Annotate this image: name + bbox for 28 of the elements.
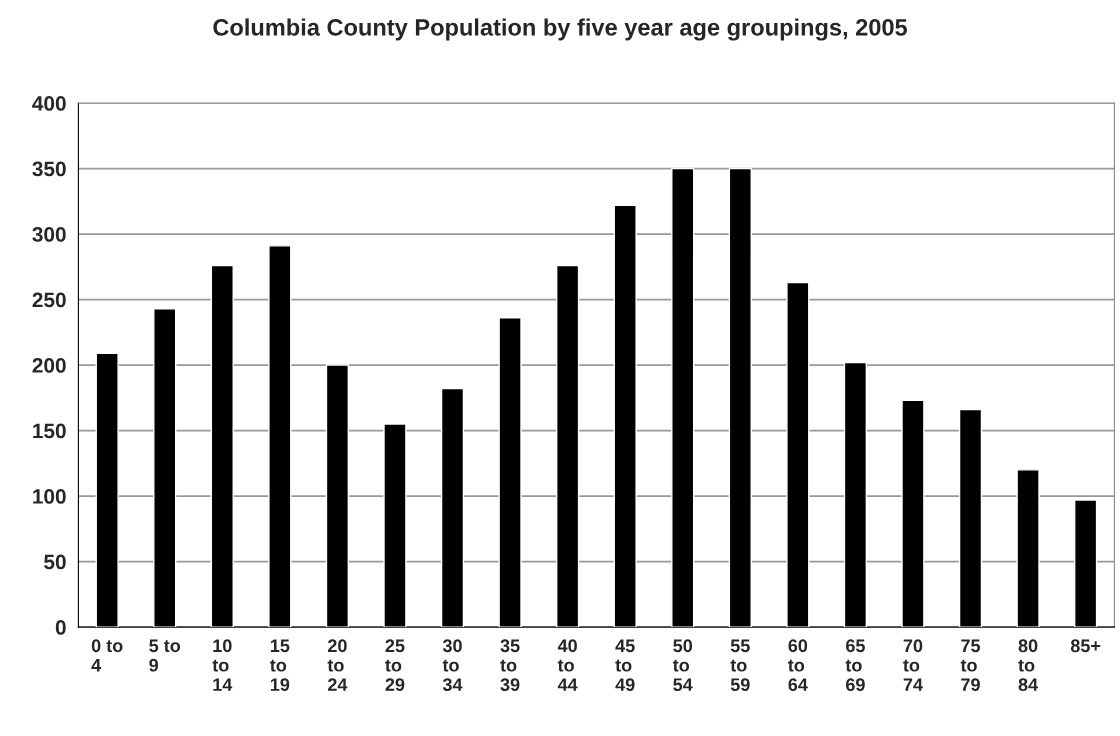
y-tick-label: 300 xyxy=(32,227,66,242)
x-tick-label: 30 to 34 xyxy=(442,639,463,692)
x-tick-label: 35 to 39 xyxy=(500,639,520,692)
x-tick-label: 40 to 44 xyxy=(557,639,578,691)
x-tick-label: 60 to 64 xyxy=(788,639,808,692)
x-tick-label: 75 to 79 xyxy=(960,639,981,692)
y-tick-label: 150 xyxy=(33,423,66,439)
x-tick-label: 50 to 54 xyxy=(672,639,693,692)
y-tick-label: 250 xyxy=(32,292,66,308)
x-tick-label: 15 to 19 xyxy=(270,639,290,692)
x-tick-label: 10 to 14 xyxy=(212,639,233,691)
x-tick-label: 20 to 24 xyxy=(327,639,348,691)
y-tick-label: 50 xyxy=(44,554,66,570)
x-tick-label: 85+ xyxy=(1070,639,1101,653)
y-tick-label: 200 xyxy=(32,358,66,373)
x-tick-label: 55 to 59 xyxy=(730,639,750,692)
y-tick-label: 100 xyxy=(33,489,66,504)
chart-title: Columbia County Population by five year age groupings, 2005 xyxy=(213,18,908,41)
x-tick-label: 80 to 84 xyxy=(1018,639,1039,692)
y-tick-label: 350 xyxy=(32,161,66,177)
y-tick-label: 400 xyxy=(32,96,66,111)
x-tick-label: 45 to 49 xyxy=(615,639,635,692)
x-tick-label: 65 to 69 xyxy=(845,639,865,692)
x-tick-label: 25 to 29 xyxy=(385,639,405,692)
x-tick-label: 5 to 9 xyxy=(149,639,181,672)
y-tick-label: 0 xyxy=(55,620,66,635)
x-tick-label: 70 to 74 xyxy=(903,639,923,691)
x-tick-label: 0 to 4 xyxy=(91,639,123,672)
